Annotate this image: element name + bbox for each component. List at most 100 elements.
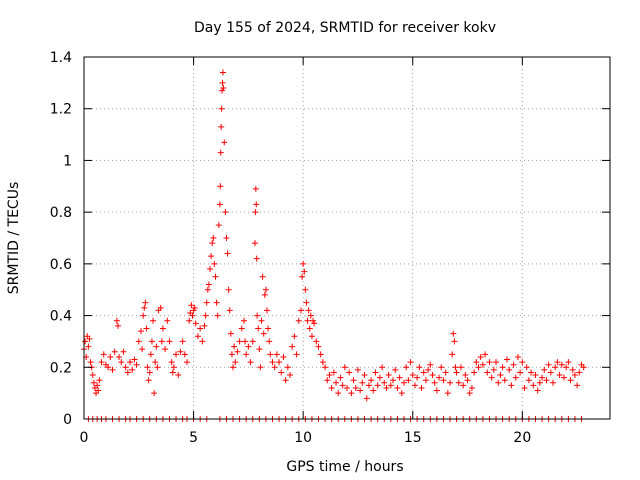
data-point [211, 260, 218, 267]
data-point [234, 348, 241, 355]
data-point [394, 384, 401, 391]
data-point [173, 351, 180, 358]
x-axis-label: GPS time / hours [286, 459, 403, 475]
data-point [528, 369, 535, 376]
data-point [303, 299, 310, 306]
data-point [153, 343, 160, 350]
data-point [319, 359, 326, 366]
y-tick-label: 1 [63, 153, 72, 169]
data-point [317, 351, 324, 358]
data-point [289, 343, 296, 350]
data-point [383, 384, 390, 391]
data-point [236, 338, 243, 345]
data-point [359, 379, 366, 386]
data-point [218, 105, 225, 112]
data-point [488, 374, 495, 381]
y-tick-label: 0.4 [50, 309, 72, 325]
data-point [261, 291, 268, 298]
data-point [477, 353, 484, 360]
data-point [157, 304, 164, 311]
data-point [159, 325, 166, 332]
data-point [203, 299, 210, 306]
data-point [129, 366, 136, 373]
data-point [442, 369, 449, 376]
data-point [532, 372, 539, 379]
data-point [348, 390, 355, 397]
data-point [158, 338, 165, 345]
data-point [304, 317, 311, 324]
data-point [127, 359, 134, 366]
data-point [322, 364, 329, 371]
data-point [460, 382, 467, 389]
data-point [541, 366, 548, 373]
data-point [255, 325, 262, 332]
x-tick-label: 5 [189, 430, 198, 446]
data-point [405, 377, 412, 384]
data-point [142, 299, 149, 306]
data-point [265, 325, 272, 332]
y-tick-label: 0.8 [50, 205, 72, 221]
data-point [295, 317, 302, 324]
data-point [523, 364, 530, 371]
data-point [536, 379, 543, 386]
data-point [224, 250, 231, 257]
data-point [133, 361, 140, 368]
data-point [503, 356, 510, 363]
data-point [186, 317, 193, 324]
data-point [306, 325, 313, 332]
data-point [308, 333, 315, 340]
data-point [113, 317, 120, 324]
data-point [111, 348, 118, 355]
data-point [297, 307, 304, 314]
data-point [247, 359, 254, 366]
data-point [208, 253, 215, 260]
data-point [301, 268, 308, 275]
data-point [141, 304, 148, 311]
data-point [447, 379, 454, 386]
data-point [547, 369, 554, 376]
data-point [232, 359, 239, 366]
data-point [188, 302, 195, 309]
y-tick-label: 1.4 [50, 50, 72, 66]
data-point [363, 395, 370, 402]
data-point [387, 382, 394, 389]
data-point [414, 374, 421, 381]
data-point [407, 359, 414, 366]
x-tick-label: 0 [80, 430, 89, 446]
data-point [517, 369, 524, 376]
data-point [105, 364, 112, 371]
data-point [256, 346, 263, 353]
data-point [271, 364, 278, 371]
data-point [431, 379, 438, 386]
data-point [116, 353, 123, 360]
data-point [552, 364, 559, 371]
data-point [341, 364, 348, 371]
plot-frame [83, 56, 611, 420]
data-points [81, 69, 587, 422]
data-point [253, 201, 260, 208]
data-point [482, 351, 489, 358]
data-point [455, 379, 462, 386]
axis-ticks: 0 0.2 0.4 0.6 0.8 1 1.2 1.4 0 5 10 15 20 [50, 50, 610, 446]
data-point [512, 374, 519, 381]
data-point [192, 320, 199, 327]
data-point [177, 348, 184, 355]
data-point [205, 281, 212, 288]
data-point [550, 379, 557, 386]
data-point [262, 286, 269, 293]
data-point [453, 369, 460, 376]
data-point [396, 374, 403, 381]
data-point [379, 364, 386, 371]
data-point [400, 379, 407, 386]
data-point [273, 351, 280, 358]
data-point [107, 353, 114, 360]
data-point [162, 346, 169, 353]
data-point [576, 369, 583, 376]
data-point [209, 240, 216, 247]
data-point [433, 387, 440, 394]
data-point [484, 369, 491, 376]
data-point [462, 372, 469, 379]
data-point [100, 351, 107, 358]
data-point [525, 377, 532, 384]
data-point [220, 85, 227, 92]
